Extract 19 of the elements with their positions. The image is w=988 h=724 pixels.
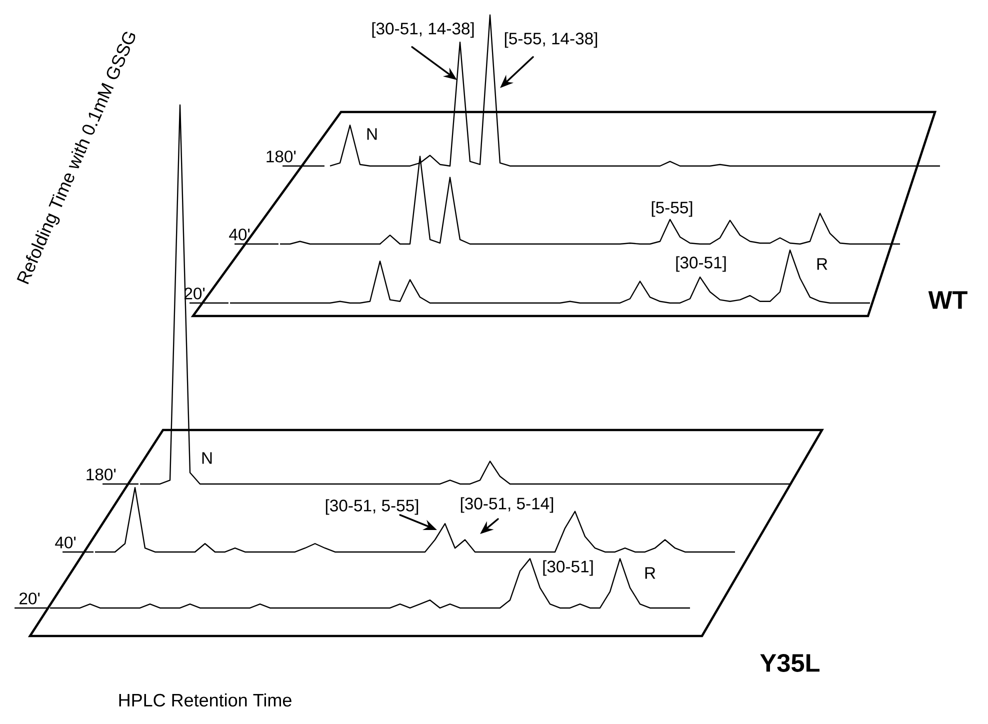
annotation: [30-51]: [676, 256, 726, 272]
annotation: N: [202, 452, 212, 464]
x-axis-title: HPLC Retention Time: [119, 693, 292, 707]
annotation: [30-51, 14-38]: [372, 22, 474, 38]
annotation: R: [817, 258, 828, 270]
series-label: 40': [55, 536, 76, 548]
annotation: [5-55]: [652, 201, 692, 217]
text: WT: [928, 291, 968, 309]
text: Y35L: [760, 654, 820, 672]
series-label: 20': [20, 592, 40, 604]
series-label: 40': [229, 228, 250, 240]
annotation: N: [367, 128, 377, 140]
annotation: [30-51, 5-14]: [460, 497, 554, 513]
annotation: [30-51]: [543, 560, 593, 576]
series-label: 180': [86, 468, 116, 480]
text: 180': [266, 150, 296, 162]
annotation: [5-55, 14-38]: [504, 32, 598, 48]
annotation: R: [645, 567, 656, 579]
annotation: [30-51, 5-55]: [326, 499, 418, 515]
